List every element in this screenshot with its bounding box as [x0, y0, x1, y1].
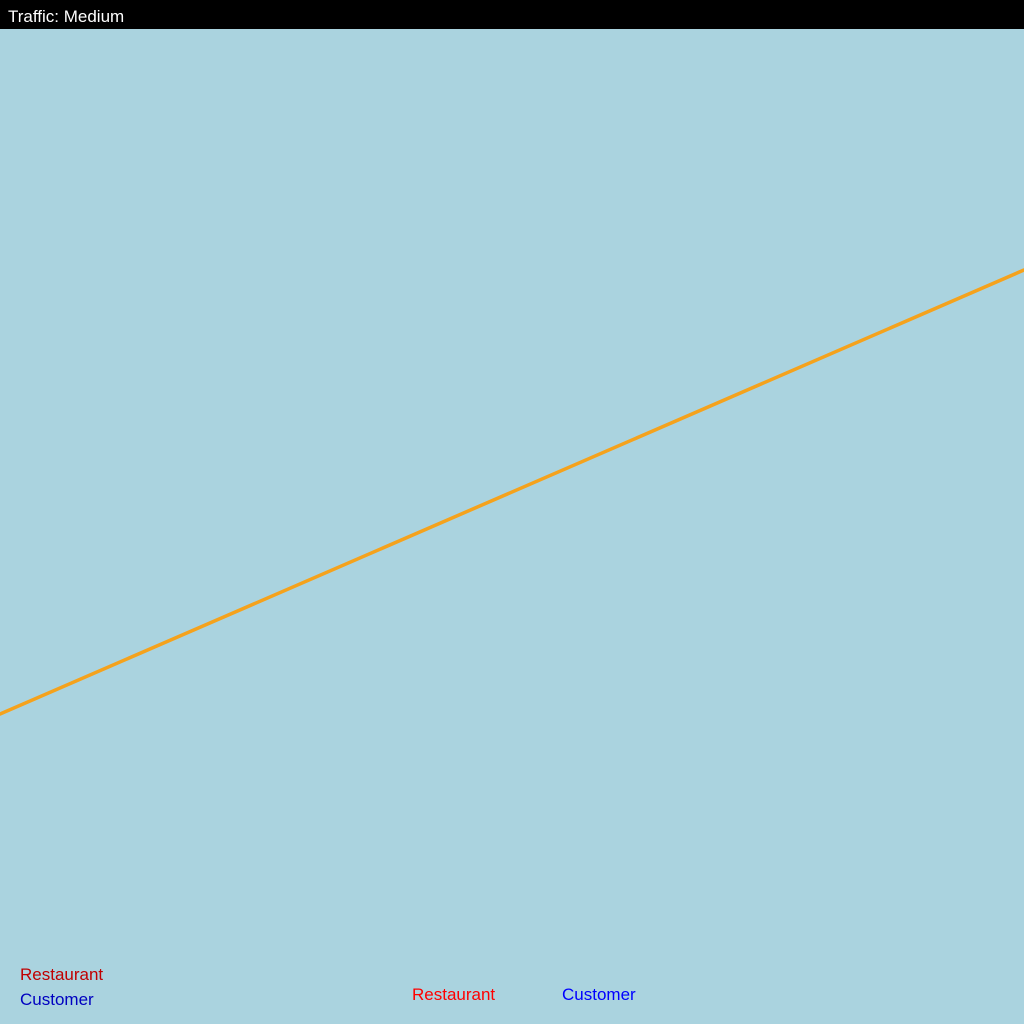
route-line: [0, 268, 1024, 716]
traffic-status: Traffic: Medium: [8, 7, 125, 26]
map-area[interactable]: [0, 29, 1024, 1024]
restaurant-marker-label[interactable]: Restaurant: [412, 985, 496, 1004]
map-background: [0, 29, 1024, 1024]
legend-restaurant: Restaurant: [20, 965, 104, 984]
legend-customer: Customer: [20, 990, 94, 1009]
map-canvas: [0, 29, 1024, 1024]
customer-marker-label[interactable]: Customer: [562, 985, 636, 1004]
status-bar: Traffic: Medium: [0, 0, 1024, 29]
